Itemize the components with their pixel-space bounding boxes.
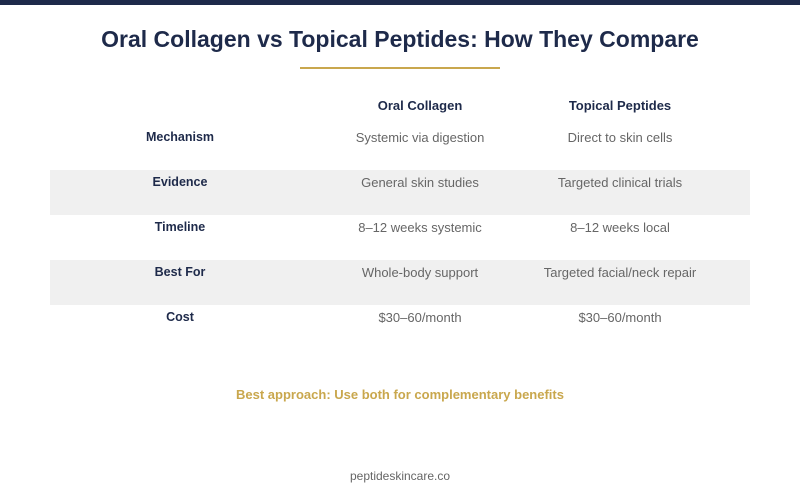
row-label: Evidence: [152, 175, 208, 189]
oral-collagen-value: General skin studies: [361, 175, 479, 190]
site-url: peptideskincare.co: [349, 469, 451, 483]
table-row-best-for: Best For Whole-body support Targeted fac…: [50, 260, 750, 305]
topical-peptides-value: Targeted clinical trials: [557, 175, 683, 190]
topical-peptides-value: Targeted facial/neck repair: [543, 265, 697, 280]
oral-collagen-value: 8–12 weeks systemic: [358, 220, 482, 235]
title-underline: [300, 67, 500, 69]
recommendation-note: Best approach: Use both for complementar…: [236, 387, 564, 402]
page-title: Oral Collagen vs Topical Peptides: How T…: [101, 26, 699, 52]
row-label: Best For: [154, 265, 206, 279]
comparison-table: Oral Collagen Topical Peptides Mechanism…: [50, 85, 750, 350]
oral-collagen-value: Systemic via digestion: [355, 130, 485, 145]
column-header-oral-collagen: Oral Collagen: [377, 97, 463, 113]
row-label: Cost: [166, 310, 194, 324]
header-empty-cell: [70, 85, 290, 125]
topical-peptides-value: 8–12 weeks local: [570, 220, 670, 235]
table-row-mechanism: Mechanism Systemic via digestion Direct …: [50, 125, 750, 170]
table-row-cost: Cost $30–60/month $30–60/month: [50, 305, 750, 350]
table-row-evidence: Evidence General skin studies Targeted c…: [50, 170, 750, 215]
table-row-timeline: Timeline 8–12 weeks systemic 8–12 weeks …: [50, 215, 750, 260]
topical-peptides-value: Direct to skin cells: [567, 130, 673, 145]
row-label: Timeline: [154, 220, 206, 234]
column-header-topical-peptides: Topical Peptides: [568, 97, 672, 113]
oral-collagen-value: Whole-body support: [361, 265, 479, 280]
topical-peptides-value: $30–60/month: [578, 310, 662, 325]
table-header-row: Oral Collagen Topical Peptides: [50, 85, 750, 125]
oral-collagen-value: $30–60/month: [378, 310, 462, 325]
row-label: Mechanism: [145, 130, 215, 144]
top-accent-bar: [0, 0, 800, 5]
